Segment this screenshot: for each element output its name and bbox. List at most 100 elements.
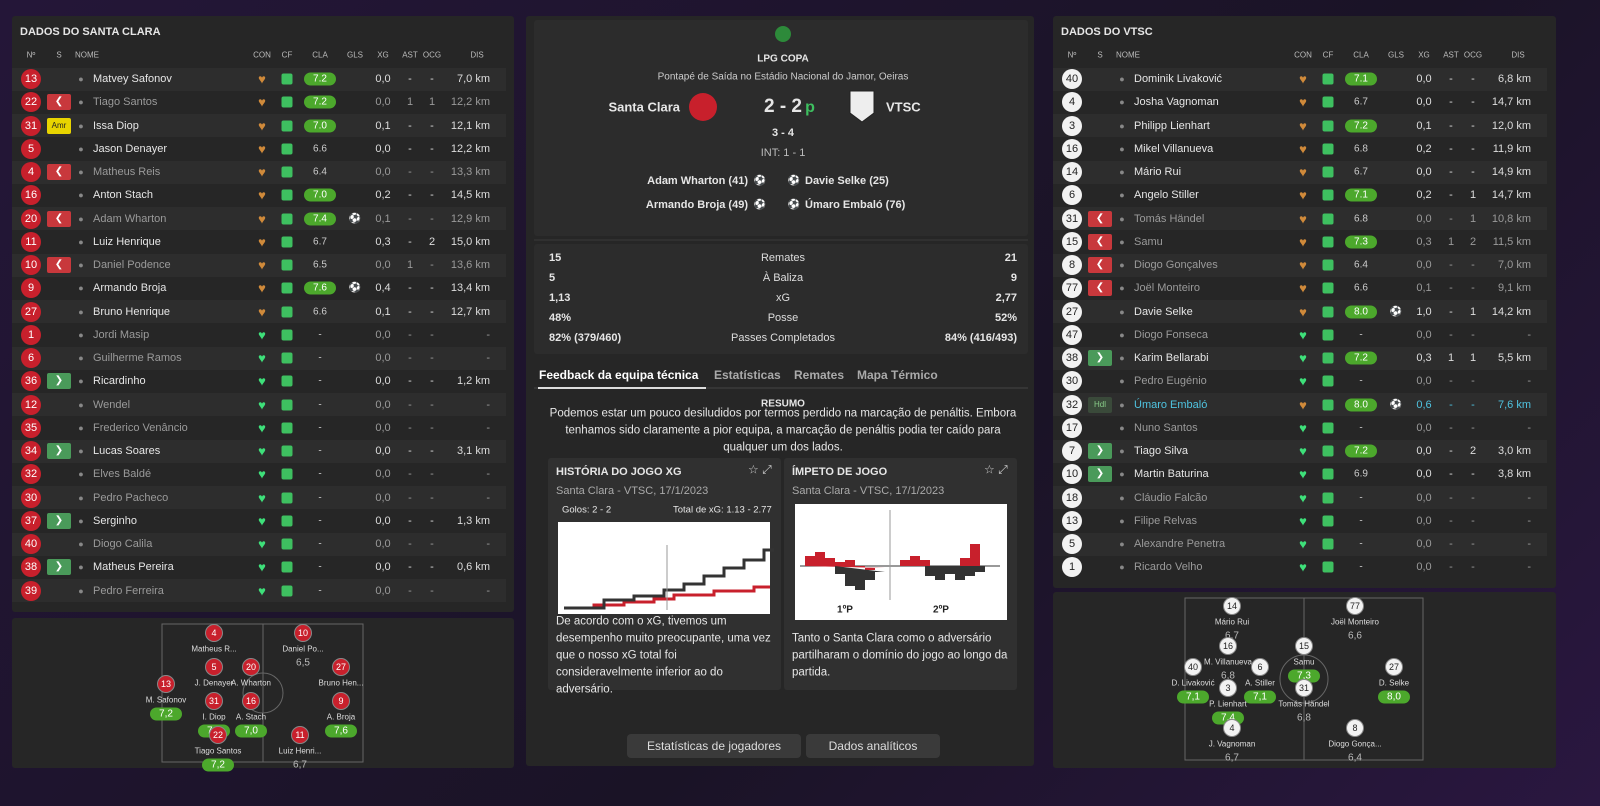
player-row[interactable] [12,532,506,556]
shirt-number: 12 [21,394,41,415]
player-row[interactable] [1053,67,1547,91]
player-name: Dominik Livaković [1134,73,1223,85]
condition-heart: ♥ [1299,420,1307,436]
goal-icon: ⚽ [348,213,362,224]
column-header: DIS [1511,50,1525,60]
column-header: AST [402,50,418,60]
condition-heart: ♥ [1299,71,1307,87]
player-row[interactable] [12,369,506,393]
player-row[interactable] [12,114,506,137]
form-icon [281,585,293,596]
competition: LPG COPA [757,53,809,65]
player-row[interactable] [12,416,506,440]
player-row[interactable] [1053,160,1547,184]
player-row[interactable] [1053,253,1547,277]
player-row[interactable] [12,346,506,370]
stat-xg: 0,0 [375,142,391,155]
player-row[interactable] [12,160,506,184]
player-name: Jason Denayer [93,142,167,155]
tab[interactable]: Feedback da equipa técnica [539,368,699,382]
stat-home: 1,13 [549,292,571,304]
player-row[interactable] [1053,276,1547,300]
player-row[interactable] [12,276,506,300]
form-icon [1322,445,1334,457]
condition-heart: ♥ [1299,513,1307,529]
rating: - [318,329,322,341]
person-icon: ● [1119,515,1125,526]
player-row[interactable] [12,300,506,323]
player-row[interactable] [12,207,506,230]
person-icon: ● [1119,306,1125,317]
player-row[interactable] [1053,393,1547,416]
stat-ocg: - [430,166,434,178]
player-row[interactable] [1053,532,1547,556]
player-row[interactable] [1053,207,1547,230]
player-row[interactable] [1053,509,1547,533]
player-row[interactable] [1053,486,1547,509]
pitch-player: 77 [1346,597,1364,615]
sub-indicator: ❮ [1088,257,1112,273]
rating: - [318,468,322,480]
stat-ocg: - [1471,282,1475,295]
person-icon: ● [78,562,84,573]
condition-heart: ♥ [258,559,266,575]
tab[interactable]: Estatísticas [714,368,781,382]
rating: 6.7 [313,236,327,248]
player-row[interactable] [1053,90,1547,114]
player-row[interactable] [1053,369,1547,393]
player-row[interactable] [12,230,506,254]
button[interactable]: Dados analíticos [806,734,940,758]
stat-dis: 13,4 km [450,282,490,295]
pitch-rating: 6,6 [1348,630,1362,642]
person-icon: ● [1119,399,1125,410]
player-row[interactable] [1053,183,1547,207]
tab[interactable]: Remates [794,368,845,382]
goal-icon: ⚽ [753,199,767,211]
form-icon [1322,468,1334,480]
player-row[interactable] [1053,323,1547,347]
person-icon: ● [1119,120,1125,131]
pitch-rating: 6,7 [1225,752,1239,764]
player-row[interactable] [12,393,506,416]
pitch-rating: 6,5 [296,657,310,669]
button[interactable]: Estatísticas de jogadores [627,734,801,758]
stat-dis: 14,9 km [1491,166,1531,178]
player-row[interactable] [1053,300,1547,323]
player-row[interactable] [1053,114,1547,137]
form-icon [281,189,293,201]
player-row[interactable] [12,439,506,463]
player-row[interactable] [1053,137,1547,161]
player-row[interactable] [1053,416,1547,440]
stat-dis: 3,8 km [1497,468,1531,481]
stat-xg: 0,0 [1416,96,1432,109]
pitch-player: 31 [1295,679,1313,697]
player-row[interactable] [1053,439,1547,463]
player-row[interactable] [12,486,506,509]
player-row[interactable] [12,253,506,277]
player-row[interactable] [12,137,506,161]
widget-title: HISTÓRIA DO JOGO XG [556,466,682,478]
player-name: Martin Baturina [1134,468,1209,481]
column-header: CF [281,50,293,60]
player-row[interactable] [12,555,506,579]
stat-ast: - [408,561,412,574]
pitch-label: J. Denayer [194,678,234,688]
player-row[interactable] [12,323,506,347]
player-row[interactable] [1053,555,1547,579]
player-row[interactable] [1053,230,1547,254]
stat-label: Remates [760,252,806,264]
tab[interactable]: Mapa Térmico [857,368,938,382]
player-row[interactable] [12,90,506,114]
player-row[interactable] [12,579,506,602]
player-name: Mário Rui [1134,166,1182,178]
player-row[interactable] [12,509,506,533]
player-row[interactable] [1053,346,1547,370]
player-name: Matheus Pereira [93,561,174,574]
person-icon: ● [78,376,84,387]
player-row[interactable] [12,183,506,207]
player-name: Josha Vagnoman [1134,96,1219,109]
player-row[interactable] [12,462,506,486]
person-icon: ● [1119,492,1125,503]
player-row[interactable] [12,67,506,91]
player-row[interactable] [1053,462,1547,486]
